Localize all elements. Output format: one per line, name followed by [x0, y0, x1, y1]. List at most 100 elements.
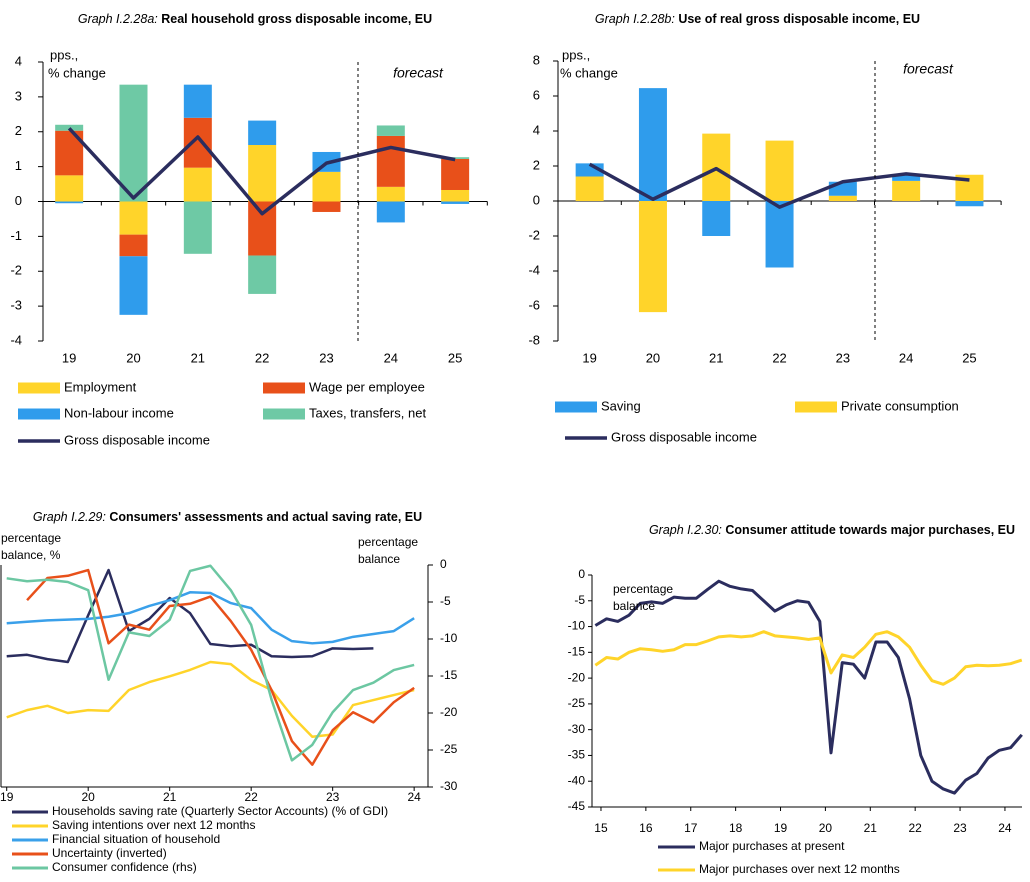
bar-segment: [955, 201, 984, 207]
x-tick-label: 21: [191, 350, 205, 365]
legend-swatch: [795, 401, 837, 413]
x-tick-label: 20: [82, 790, 96, 804]
y-tick-label: 0: [15, 193, 22, 208]
legend-swatch: [263, 408, 305, 420]
legend-label: Major purchases at present: [699, 839, 845, 853]
title-text: Real household gross disposable income, …: [161, 12, 433, 26]
y-tick-label: -8: [528, 332, 540, 347]
bar-segment: [892, 174, 921, 181]
legend-label: Saving: [601, 398, 641, 413]
bar-segment: [376, 125, 405, 136]
y2-axis-label: balance: [358, 552, 400, 566]
y2-tick-label: -25: [440, 742, 458, 756]
x-tick-label: 23: [319, 350, 333, 365]
bar-segment: [638, 88, 667, 201]
y-tick-label: 2: [533, 157, 540, 172]
y-tick-label: -6: [528, 297, 540, 312]
line-series: [67, 127, 456, 216]
legend-label: Major purchases over next 12 months: [699, 862, 900, 876]
y2-tick-label: 0: [440, 557, 447, 571]
legend-swatch: [555, 401, 597, 413]
y-tick-label: -45: [568, 799, 586, 813]
bar-segment: [55, 124, 84, 131]
bar-segment: [376, 201, 405, 223]
x-tick-label: 19: [774, 821, 788, 835]
line-series: [594, 630, 1023, 686]
bar-segment: [55, 175, 84, 202]
bar-segment: [638, 201, 667, 313]
bar-segment: [441, 201, 470, 204]
chart-title: Graph I.2.29: Consumers' assessments and…: [30, 509, 425, 526]
x-tick-label: 19: [62, 350, 76, 365]
x-tick-label: 23: [953, 821, 967, 835]
y-tick-label: -40: [568, 773, 586, 787]
chart-title: Graph I.2.28b: Use of real gross disposa…: [585, 11, 930, 28]
x-tick-label: 18: [729, 821, 743, 835]
y-axis-label: % change: [560, 65, 618, 80]
legend-label: Households saving rate (Quarterly Sector…: [52, 804, 388, 818]
line-series: [6, 568, 374, 664]
legend-label: Financial situation of household: [52, 832, 220, 846]
x-tick-label: 21: [709, 350, 723, 365]
bar-segment: [248, 255, 277, 294]
graph-label: Graph I.2.28a:: [77, 12, 158, 26]
x-tick-label: 24: [998, 821, 1012, 835]
bar-segment: [441, 158, 470, 190]
y-tick-label: -4: [10, 332, 22, 347]
y-axis-label: percentage: [1, 531, 61, 545]
y-tick-label: -25: [568, 696, 586, 710]
line-series: [6, 591, 415, 645]
legend-label: Uncertainty (inverted): [52, 846, 167, 860]
y-axis-label: percentage: [613, 582, 673, 596]
y-tick-label: -20: [568, 670, 586, 684]
y-tick-label: -1: [10, 228, 22, 243]
y-axis-label: pps.,: [50, 47, 78, 62]
line-series: [594, 579, 1023, 795]
y2-tick-label: -10: [440, 631, 458, 645]
graph-label: Graph I.2.30:: [648, 523, 722, 537]
x-tick-label: 20: [646, 350, 660, 365]
y-tick-label: 2: [15, 123, 22, 138]
y-tick-label: 0: [533, 192, 540, 207]
x-tick-label: 22: [772, 350, 786, 365]
y2-axis-label: percentage: [358, 535, 418, 549]
bar-segment: [183, 201, 212, 254]
line-series: [6, 660, 415, 738]
title-text: Consumers' assessments and actual saving…: [109, 510, 423, 524]
bar-segment: [183, 84, 212, 118]
bar-segment: [119, 234, 148, 257]
legend-swatch: [263, 382, 305, 394]
y-tick-label: 1: [15, 158, 22, 173]
y-tick-label: 4: [15, 53, 22, 68]
y-tick-label: -15: [568, 645, 586, 659]
y-tick-label: -35: [568, 748, 586, 762]
x-tick-label: 20: [126, 350, 140, 365]
legend-swatch: [18, 408, 60, 420]
bar-segment: [376, 186, 405, 202]
chart-title: Graph I.2.28a: Real household gross disp…: [65, 11, 445, 28]
legend-label: Wage per employee: [309, 379, 425, 394]
annotation: forecast: [903, 61, 954, 77]
bar-segment: [183, 117, 212, 168]
bar-segment: [119, 256, 148, 315]
bar-segment: [312, 171, 341, 202]
x-tick-label: 21: [864, 821, 878, 835]
y2-tick-label: -5: [440, 594, 451, 608]
line-series: [588, 162, 970, 209]
x-tick-label: 22: [908, 821, 922, 835]
y-tick-label: -2: [10, 263, 22, 278]
y-tick-label: -3: [10, 298, 22, 313]
line-series: [6, 564, 415, 762]
x-tick-label: 23: [326, 790, 340, 804]
x-tick-label: 22: [244, 790, 258, 804]
x-tick-label: 25: [962, 350, 976, 365]
x-tick-label: 22: [255, 350, 269, 365]
x-tick-label: 17: [684, 821, 698, 835]
legend-label: Private consumption: [841, 398, 959, 413]
y2-tick-label: -30: [440, 779, 458, 793]
bar-segment: [183, 167, 212, 202]
x-tick-label: 25: [448, 350, 462, 365]
y-tick-label: 3: [15, 88, 22, 103]
legend-label: Gross disposable income: [611, 429, 757, 444]
x-tick-label: 23: [836, 350, 850, 365]
